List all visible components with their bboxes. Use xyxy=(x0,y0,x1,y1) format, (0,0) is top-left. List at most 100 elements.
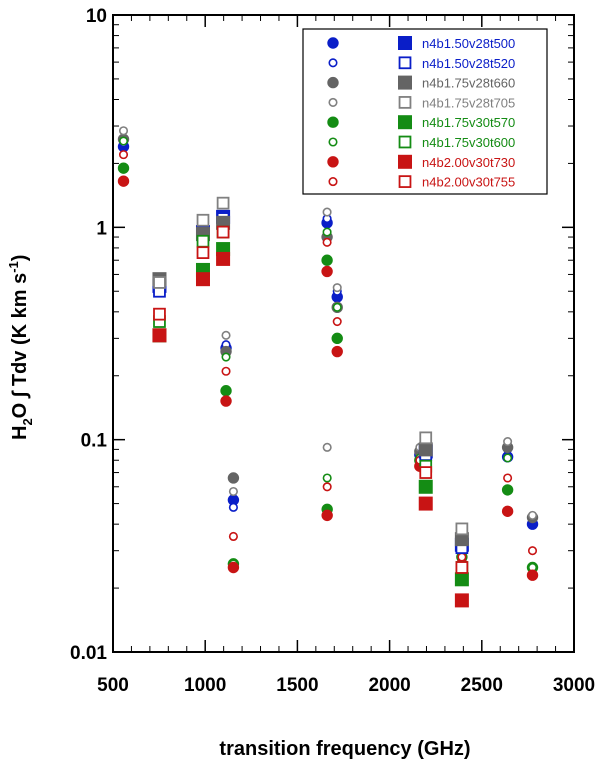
data-point xyxy=(228,486,238,497)
data-point xyxy=(216,225,230,239)
data-point xyxy=(195,272,210,287)
data-point xyxy=(221,366,231,376)
data-point xyxy=(196,234,210,248)
axes-frame xyxy=(112,14,575,653)
legend-entry: n4b1.75v30t570 xyxy=(327,115,515,130)
legend-square-marker xyxy=(398,135,412,149)
data-point xyxy=(322,237,332,247)
data-point xyxy=(228,502,238,512)
legend: n4b1.50v28t500 n4b1.50v28t520 n4b1.75v28t6… xyxy=(302,28,548,195)
y-axis-title-sup: -1 xyxy=(6,261,21,273)
x-tick-label: 500 xyxy=(97,675,129,696)
data-point xyxy=(117,162,130,174)
data-point xyxy=(418,479,433,494)
data-point xyxy=(227,472,240,484)
data-point xyxy=(457,552,467,562)
data-point xyxy=(331,332,343,345)
data-point xyxy=(196,213,210,227)
data-point xyxy=(216,196,230,210)
data-point xyxy=(117,175,130,187)
legend-entry: n4b1.75v28t705 xyxy=(328,95,515,110)
x-tick-label: 1500 xyxy=(276,675,318,696)
svg-text:H2O ∫ Tdv (K km s-1): H2O ∫ Tdv (K km s-1) xyxy=(6,255,35,440)
data-point xyxy=(322,207,332,217)
data-point xyxy=(321,254,333,266)
series-n4b1-50v28t500-circle- xyxy=(117,140,539,557)
data-point xyxy=(118,126,129,136)
legend-circle-marker xyxy=(328,137,338,147)
legend-label: n4b1.75v30t600 xyxy=(422,135,515,150)
data-point xyxy=(322,227,332,237)
legend-label: n4b1.50v28t520 xyxy=(422,56,515,71)
y-tick-label: 10 xyxy=(86,6,107,27)
legend-entry: n4b1.50v28t520 xyxy=(328,56,515,71)
data-point xyxy=(454,572,469,587)
data-point xyxy=(220,385,232,397)
data-point xyxy=(322,442,332,452)
data-point xyxy=(419,431,433,445)
data-point xyxy=(455,522,469,536)
data-point xyxy=(216,251,231,266)
x-tick-label: 2000 xyxy=(368,675,410,696)
y-tick-label: 1 xyxy=(96,218,107,239)
legend-square-marker xyxy=(398,154,412,169)
data-point xyxy=(153,307,166,321)
legend-label: n4b1.50v28t500 xyxy=(422,36,515,51)
data-point xyxy=(118,136,129,146)
data-point xyxy=(454,593,469,608)
y-tick-label: 0.01 xyxy=(70,643,107,664)
data-point xyxy=(321,265,333,278)
data-point xyxy=(503,473,513,483)
data-point xyxy=(332,317,342,327)
x-axis-title: transition frequency (GHz) xyxy=(219,738,470,760)
legend-square-marker xyxy=(398,56,412,70)
axis-ticks: 500 1000 1500 2000 2500 3000 0.01 0.1 1 10 xyxy=(70,6,595,696)
y-axis-title-main: H xyxy=(9,426,31,440)
legend-label: n4b1.75v30t570 xyxy=(422,115,515,130)
series-n4b1-75v28t705 xyxy=(153,196,469,536)
legend-entry: n4b1.75v28t660 xyxy=(327,75,515,91)
legend-circle-marker xyxy=(328,177,338,187)
legend-circle-marker xyxy=(327,76,339,89)
legend-entry: n4b1.75v30t600 xyxy=(328,135,515,150)
data-point xyxy=(322,482,332,492)
data-point xyxy=(331,345,343,358)
y-axis-title-end: ) xyxy=(9,255,31,262)
data-point xyxy=(196,246,210,260)
legend-square-marker xyxy=(398,175,412,188)
x-tick-label: 2500 xyxy=(461,675,503,696)
data-point xyxy=(527,510,538,520)
legend-circle-marker xyxy=(327,156,339,168)
series-n4b1-75v30t570 xyxy=(152,242,469,587)
data-point xyxy=(332,283,342,293)
data-point xyxy=(501,484,514,496)
data-point xyxy=(152,328,167,343)
legend-circle-marker xyxy=(327,37,339,49)
legend-label: n4b1.75v28t705 xyxy=(422,95,515,110)
legend-label: n4b1.75v28t660 xyxy=(422,76,515,91)
data-point xyxy=(220,395,232,407)
legend-box xyxy=(302,28,548,195)
data-point xyxy=(418,496,433,511)
y-axis-title-sub: 2 xyxy=(20,418,35,425)
legend-entry: n4b2.00v30t755 xyxy=(328,175,515,190)
series-n4b2-00v30t730 xyxy=(152,251,469,608)
data-point xyxy=(221,330,231,340)
legend-label: n4b2.00v30t730 xyxy=(422,155,515,170)
x-tick-label: 1000 xyxy=(184,675,226,696)
data-point xyxy=(221,352,231,362)
legend-entry: n4b2.00v30t730 xyxy=(327,154,515,170)
data-points xyxy=(117,126,539,608)
y-tick-label: 0.1 xyxy=(81,431,108,452)
data-point xyxy=(118,150,129,160)
data-point xyxy=(332,302,342,312)
legend-entry: n4b1.50v28t500 xyxy=(327,36,515,51)
data-point xyxy=(527,546,538,556)
data-point xyxy=(501,505,514,517)
data-point xyxy=(227,561,240,574)
y-axis-title: H2O ∫ Tdv (K km s-1) xyxy=(6,255,35,440)
data-point xyxy=(418,442,433,457)
legend-square-marker xyxy=(398,75,412,90)
x-tick-label: 3000 xyxy=(553,675,595,696)
series-n4b2-00v30t755 xyxy=(153,225,469,574)
